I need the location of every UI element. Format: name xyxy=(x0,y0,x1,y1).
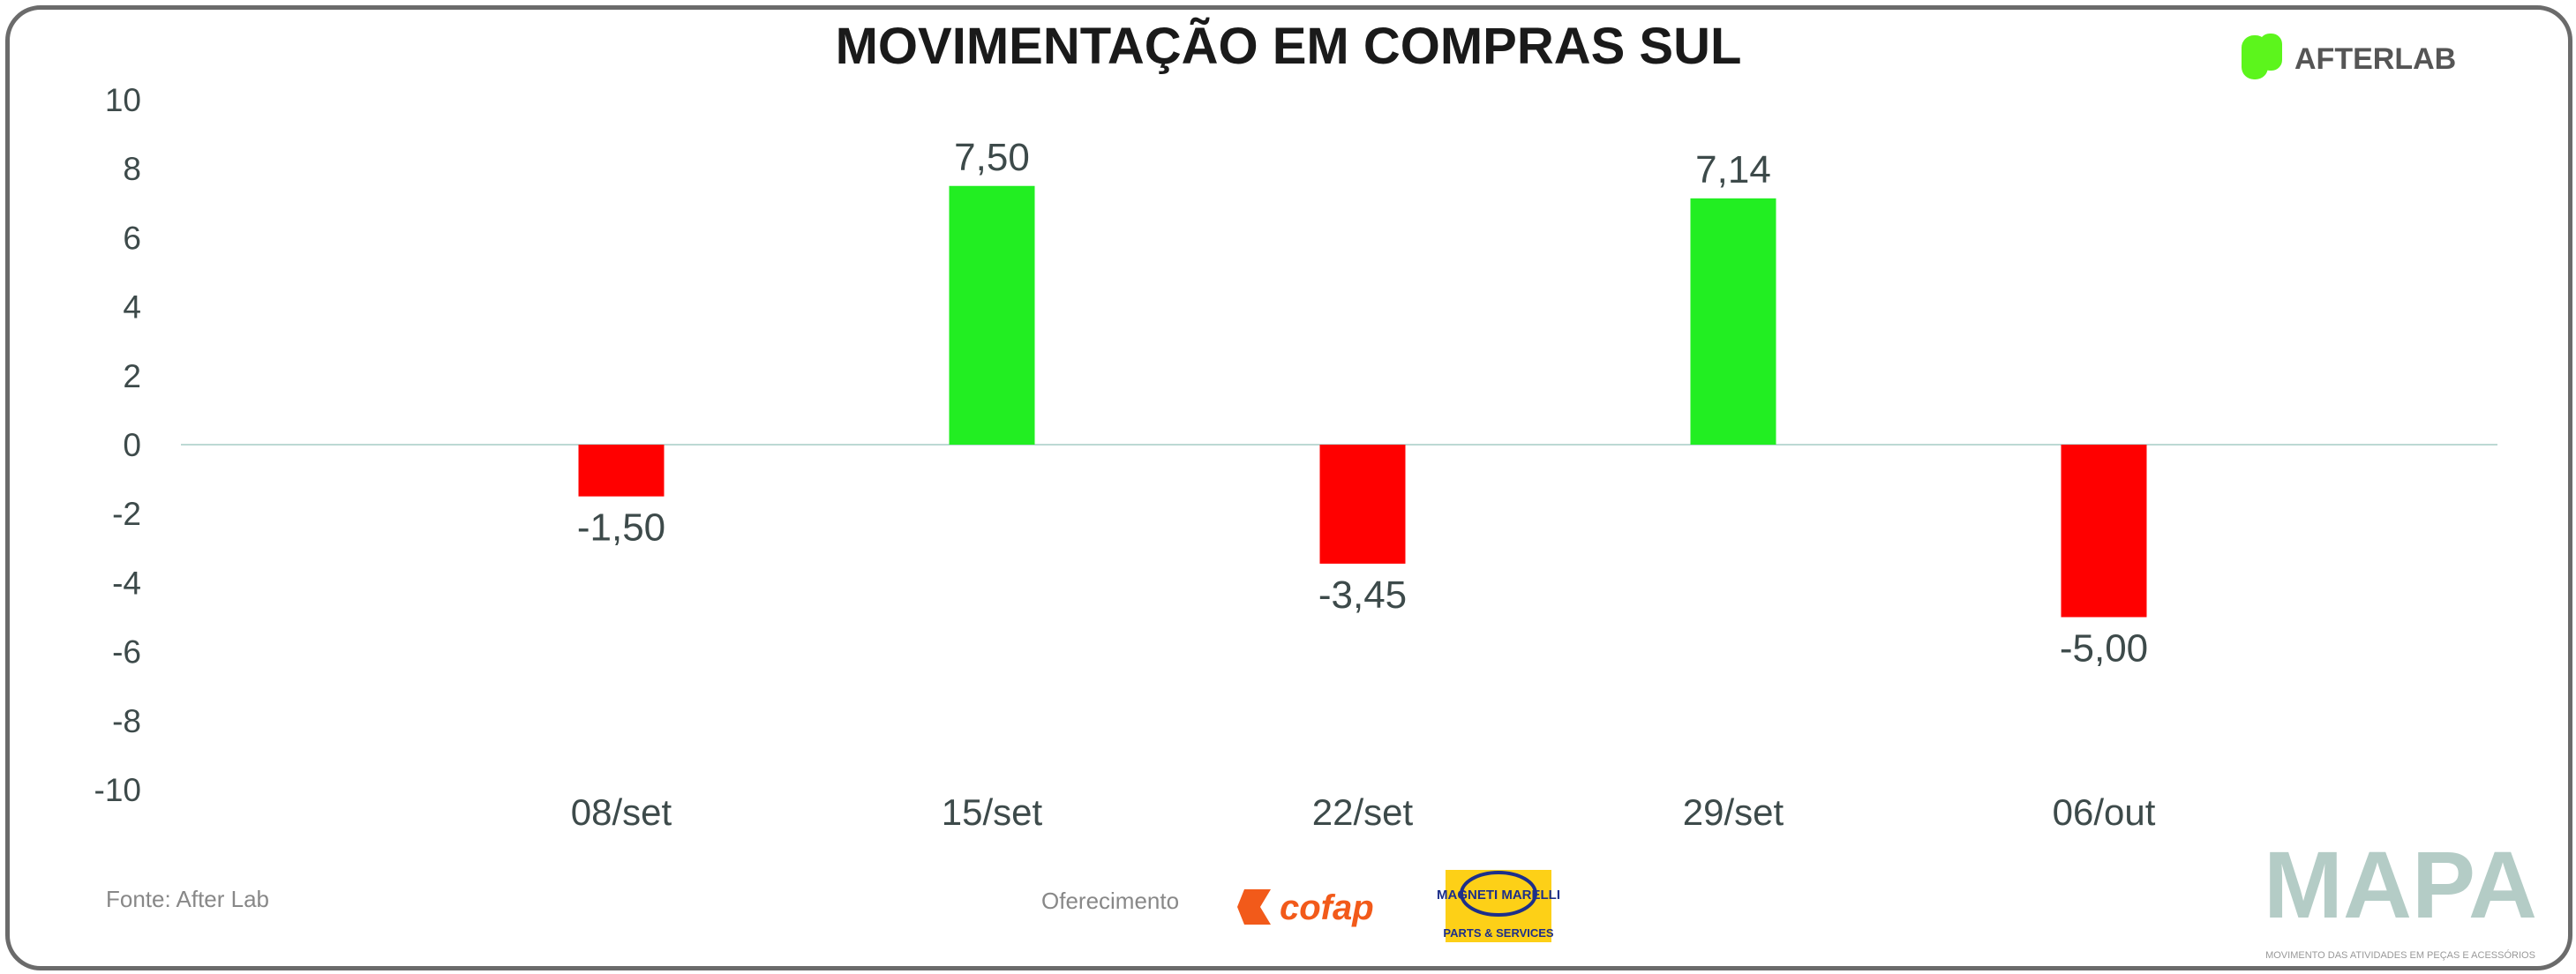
y-tick-label: 0 xyxy=(123,427,141,463)
afterlab-text: AFTERLAB xyxy=(2294,42,2456,76)
x-tick-label: 06/out xyxy=(2053,791,2156,833)
y-tick-label: 6 xyxy=(123,220,141,256)
bars: -1,50 7,50 -3,45 7,14 -5,00 xyxy=(577,136,2148,671)
y-tick-label: -2 xyxy=(112,496,141,532)
magneti-marelli-ring xyxy=(1460,871,1537,917)
data-label: 7,14 xyxy=(1695,148,1771,191)
x-axis: 08/set 15/set 22/set 29/set 06/out xyxy=(571,791,2156,833)
afterlab-mark xyxy=(2259,34,2282,71)
y-tick-label: -8 xyxy=(112,703,141,739)
magneti-marelli-logo: MAGNETI MARELLI PARTS & SERVICES xyxy=(1437,870,1560,942)
x-tick-label: 15/set xyxy=(942,791,1043,833)
data-label: -1,50 xyxy=(577,506,665,550)
mapa-text: MAPA xyxy=(2264,831,2537,938)
y-tick-label: -4 xyxy=(112,565,141,601)
sponsor-label: Oferecimento xyxy=(1041,888,1179,914)
bar xyxy=(578,445,665,497)
bar xyxy=(2061,445,2147,618)
y-tick-label: -6 xyxy=(112,634,141,671)
magneti-marelli-badge xyxy=(1446,870,1551,942)
cofap-mark xyxy=(1237,889,1271,925)
magneti-marelli-sub: PARTS & SERVICES xyxy=(1443,926,1554,940)
x-tick-label: 22/set xyxy=(1312,791,1414,833)
source-text: Fonte: After Lab xyxy=(106,886,269,912)
chart-title: MOVIMENTAÇÃO EM COMPRAS SUL xyxy=(836,18,1742,75)
y-tick-label: 2 xyxy=(123,358,141,394)
y-tick-label: -10 xyxy=(94,772,141,808)
y-axis: 10 8 6 4 2 0 -2 -4 -6 -8 -10 xyxy=(94,82,141,808)
bar xyxy=(1690,198,1776,446)
afterlab-logo: AFTERLAB xyxy=(2242,34,2456,79)
cofap-text: cofap xyxy=(1280,888,1374,927)
bar xyxy=(1319,445,1406,564)
x-tick-label: 08/set xyxy=(571,791,672,833)
data-label: -3,45 xyxy=(1318,573,1407,617)
magneti-marelli-text: MAGNETI MARELLI xyxy=(1437,888,1560,903)
y-tick-label: 8 xyxy=(123,151,141,187)
bar xyxy=(949,185,1035,445)
y-tick-label: 10 xyxy=(105,82,141,118)
data-label: -5,00 xyxy=(2060,627,2148,671)
data-label: 7,50 xyxy=(954,136,1030,179)
mapa-logo: MAPA MOVIMENTO DAS ATIVIDADES EM PEÇAS E… xyxy=(2264,831,2537,961)
cofap-logo: cofap xyxy=(1237,888,1374,927)
y-tick-label: 4 xyxy=(123,289,141,326)
x-tick-label: 29/set xyxy=(1683,791,1784,833)
mapa-subtitle: MOVIMENTO DAS ATIVIDADES EM PEÇAS E ACES… xyxy=(2265,949,2535,961)
